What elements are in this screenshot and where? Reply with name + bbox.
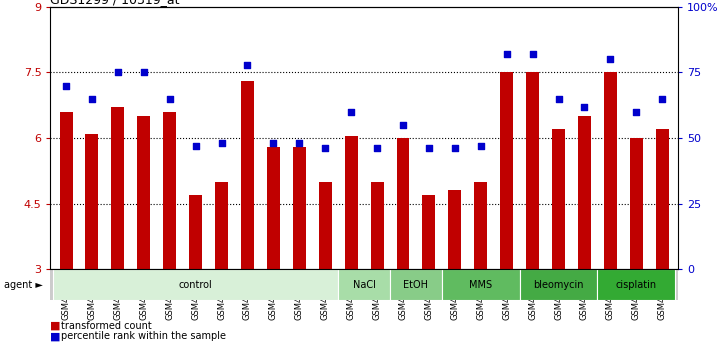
Bar (137, 116, 150, 269)
Bar (338, 269, 390, 300)
Text: control: control (179, 280, 213, 289)
Point (605, 57, 616, 62)
Point (501, 51, 513, 57)
Bar (86, 134, 99, 269)
Point (267, 140, 279, 146)
Bar (293, 147, 306, 269)
Bar (215, 182, 228, 269)
Point (87, 96, 98, 101)
Bar (111, 107, 124, 269)
Point (138, 70, 149, 75)
Point (242, 62, 253, 67)
Text: MMS: MMS (469, 280, 492, 289)
Text: ■: ■ (50, 332, 64, 341)
Bar (50, 269, 678, 300)
Point (527, 51, 539, 57)
Point (656, 96, 668, 101)
Point (449, 146, 461, 151)
Text: bleomycin: bleomycin (534, 280, 584, 289)
Bar (578, 116, 591, 269)
Bar (319, 182, 332, 269)
Bar (552, 129, 565, 269)
Point (397, 122, 409, 128)
Bar (390, 269, 442, 300)
Point (579, 104, 590, 109)
Point (216, 140, 227, 146)
Point (371, 146, 383, 151)
Text: transformed count: transformed count (61, 321, 152, 331)
Text: ■: ■ (50, 321, 64, 331)
Point (112, 70, 123, 75)
Bar (345, 136, 358, 269)
Bar (397, 138, 410, 269)
Point (553, 96, 565, 101)
Point (190, 143, 201, 149)
Bar (267, 147, 280, 269)
Point (423, 146, 435, 151)
Point (475, 143, 487, 149)
Bar (241, 81, 254, 269)
Bar (163, 112, 176, 269)
Bar (629, 138, 642, 269)
Bar (189, 195, 202, 269)
Point (345, 109, 357, 115)
Text: NaCl: NaCl (353, 280, 376, 289)
Bar (520, 269, 598, 300)
Bar (371, 182, 384, 269)
Text: GDS1299 / 10319_at: GDS1299 / 10319_at (50, 0, 180, 6)
Bar (655, 129, 668, 269)
Text: cisplatin: cisplatin (616, 280, 657, 289)
Point (61, 83, 72, 88)
Point (293, 140, 305, 146)
Bar (442, 269, 520, 300)
Bar (474, 182, 487, 269)
Text: agent ►: agent ► (4, 280, 43, 289)
Bar (598, 269, 675, 300)
Text: EtOH: EtOH (404, 280, 428, 289)
Bar (604, 72, 617, 269)
Bar (423, 195, 435, 269)
Text: percentile rank within the sample: percentile rank within the sample (61, 332, 226, 341)
Point (319, 146, 331, 151)
Bar (526, 72, 539, 269)
Bar (500, 72, 513, 269)
Point (630, 109, 642, 115)
Bar (53, 269, 338, 300)
Bar (60, 112, 73, 269)
Point (164, 96, 175, 101)
Bar (448, 190, 461, 269)
